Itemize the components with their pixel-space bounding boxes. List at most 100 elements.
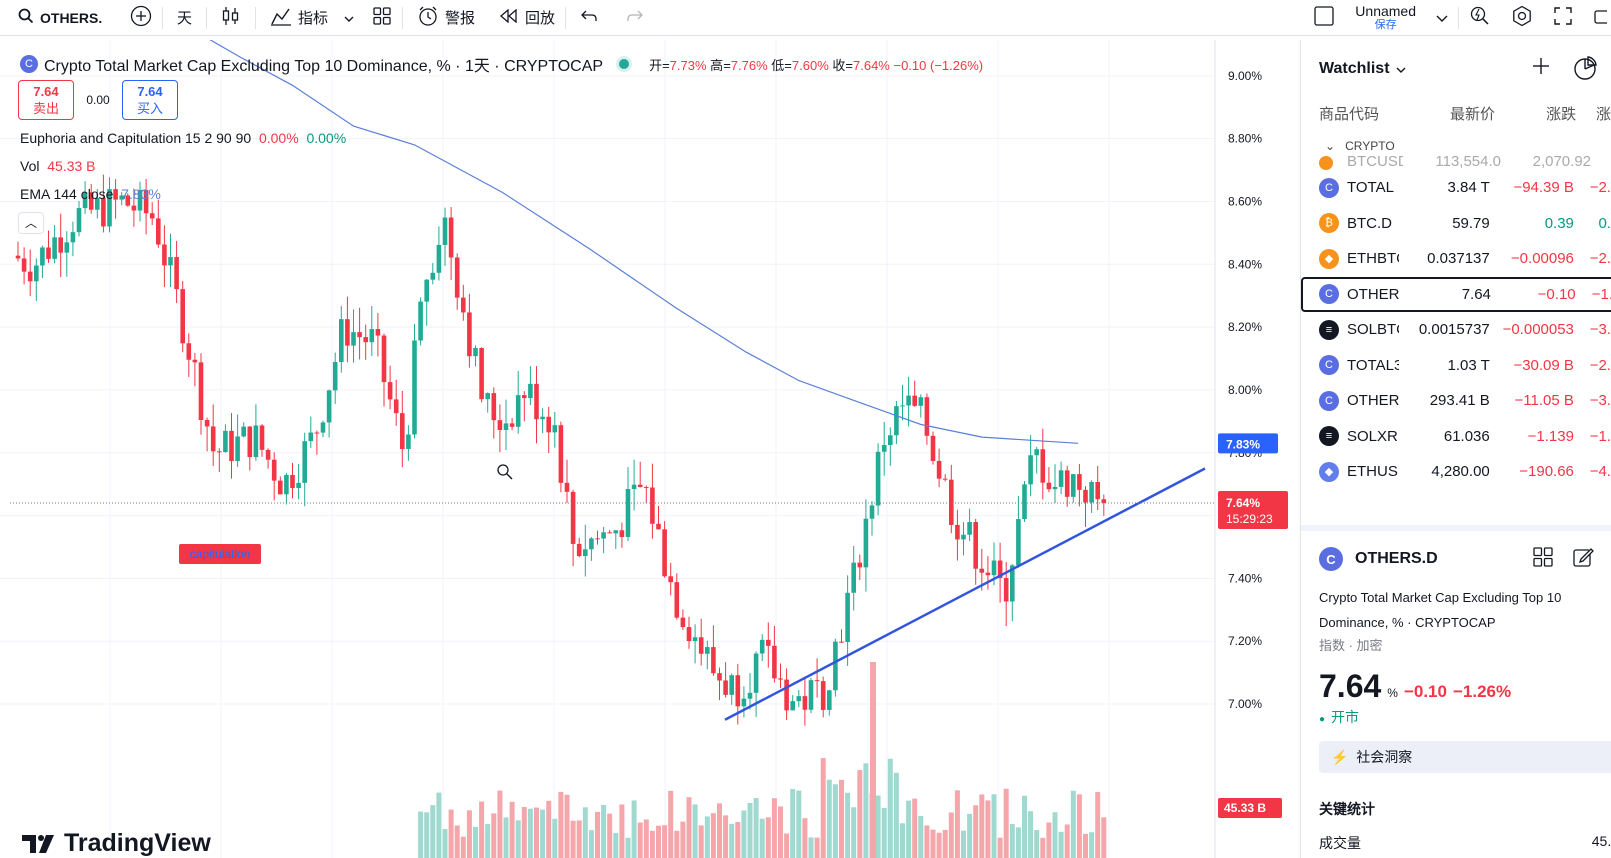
candle-body [1022, 484, 1027, 520]
candle-body [339, 319, 344, 363]
candle-body [70, 232, 76, 243]
collapse-legend-button[interactable]: ︿ [18, 212, 44, 234]
row-symbol: BTCUSD [1347, 156, 1403, 170]
volume-bar [704, 816, 710, 858]
details-type: 指数 · 加密 [1319, 638, 1383, 653]
candle-body [692, 637, 698, 642]
layout-select-checkbox[interactable] [1303, 0, 1345, 36]
quick-search-button[interactable] [1459, 0, 1501, 36]
candle-body [644, 487, 649, 489]
candle-body [491, 393, 497, 421]
redo-button[interactable] [612, 0, 658, 36]
low-label: 低 [771, 57, 785, 73]
replay-button[interactable]: 回放 [489, 0, 565, 36]
volume-bar [546, 800, 552, 858]
volume-bar [686, 797, 692, 858]
y-axis-tick-label: 7.40% [1228, 571, 1262, 585]
alert-button[interactable]: 警报 [403, 0, 489, 36]
candle-body [1052, 486, 1058, 490]
chevron-down-icon[interactable] [1396, 60, 1406, 78]
buy-label: 买入 [136, 101, 163, 116]
sell-button[interactable]: 7.64 卖出 [18, 80, 74, 120]
column-change[interactable]: 涨跌 [1546, 105, 1577, 123]
watchlist-row-partial[interactable]: BTCUSD 113,554.0 2,070.92 [1301, 156, 1611, 170]
candle-body [851, 562, 856, 593]
pie-chart-icon[interactable] [1573, 56, 1597, 85]
layout-dropdown[interactable] [1426, 0, 1458, 36]
column-change-pct[interactable]: 涨 [1596, 105, 1611, 123]
grid-icon[interactable] [1532, 546, 1554, 573]
volume-bar [784, 833, 790, 858]
indicator-euphoria[interactable]: Euphoria and Capitulation 15 2 90 90 0.0… [20, 130, 346, 146]
undo-button[interactable] [566, 0, 612, 36]
row-change-pct: −1. [1589, 427, 1611, 445]
candle-body [64, 242, 70, 253]
capitulation-marker [179, 544, 261, 564]
indicator-volume[interactable]: Vol 45.33 B [20, 158, 96, 174]
row-change: 0.39 [1544, 214, 1574, 232]
compare-button[interactable] [120, 0, 162, 36]
indicator-value: 7.83% [121, 186, 161, 202]
watchlist-row[interactable]: C TOTAL 3.84 T −94.39 B −2. [1301, 170, 1611, 206]
watchlist-row[interactable]: C TOTAL3 1.03 T −30.09 B −2. [1301, 348, 1611, 384]
add-symbol-icon[interactable] [1531, 56, 1551, 85]
column-symbol[interactable]: 商品代码 [1319, 105, 1380, 123]
indicators-button[interactable]: 指标 [256, 0, 336, 36]
layout-name-button[interactable]: Unnamed 保存 [1345, 4, 1426, 32]
candle-body [259, 425, 265, 450]
column-last[interactable]: 最新价 [1449, 105, 1495, 123]
volume-bar [473, 826, 478, 858]
row-symbol: OTHERS.D [1347, 285, 1400, 303]
symbol-search-button[interactable]: OTHERS. [0, 0, 120, 36]
social-insights-button[interactable]: ⚡ 社会洞察 [1319, 741, 1611, 773]
indicator-ema[interactable]: EMA 144 close 7.83% [20, 186, 161, 202]
volume-bar [552, 818, 558, 858]
fullscreen-icon [1553, 6, 1573, 30]
watchlist-group-header[interactable]: ⌄ CRYPTO [1301, 128, 1611, 156]
watchlist-row[interactable]: ≡ SOLBTC 0.0015737 −0.000053 −3. [1301, 312, 1611, 348]
volume-bar [857, 770, 863, 858]
watchlist-row[interactable]: ◆ ETHBTC 0.037137 −0.00096 −2. [1301, 241, 1611, 277]
watchlist-row[interactable]: C OTHERS.D 7.64 −0.10 −1. [1301, 276, 1611, 312]
symbol-name: OTHERS. [40, 9, 103, 26]
fullscreen-button[interactable] [1543, 0, 1583, 36]
indicators-dropdown[interactable] [336, 0, 362, 36]
volume-bar [1064, 824, 1070, 858]
y-axis-tick-label: 8.40% [1228, 257, 1262, 271]
watchlist-row[interactable]: ◆ ETHUSD 4,280.00 −190.66 −4. [1301, 454, 1611, 490]
candle-body [1089, 481, 1094, 503]
edit-icon[interactable] [1572, 546, 1594, 573]
price-chart[interactable]: 9.00%8.80%8.60%8.40%8.20%8.00%7.80%7.60%… [0, 40, 1292, 858]
volume-tag [1218, 798, 1282, 818]
watchlist-row[interactable]: ₿ BTC.D 59.79 0.39 0. [1301, 206, 1611, 242]
buy-button[interactable]: 7.64 买入 [122, 80, 178, 120]
redo-icon [626, 9, 644, 27]
watchlist-row[interactable]: C OTHERS 293.41 B −11.05 B −3. [1301, 383, 1611, 419]
candle-body [973, 522, 978, 569]
watchlist-title[interactable]: Watchlist [1319, 60, 1390, 77]
settings-button[interactable] [1501, 0, 1543, 36]
volume-bar [1095, 791, 1101, 858]
candle-body [680, 617, 686, 628]
watchlist-row[interactable]: ≡ SOLXRP 61.036 −1.139 −1. [1301, 419, 1611, 455]
chart-type-button[interactable] [207, 0, 255, 36]
templates-button[interactable] [362, 0, 402, 36]
volume-bar [832, 784, 838, 858]
details-symbol[interactable]: OTHERS.D [1355, 550, 1438, 567]
chart-pane[interactable]: 9.00%8.80%8.60%8.40%8.20%8.00%7.80%7.60%… [0, 40, 1292, 858]
interval-button[interactable]: 天 [163, 0, 206, 36]
camera-button[interactable] [1583, 0, 1611, 36]
candle-body [619, 530, 625, 537]
candle-body [265, 449, 271, 460]
ema-price-tag-label: 7.83% [1226, 437, 1260, 451]
volume-bar [790, 789, 796, 858]
volume-tag-label: 45.33 B [1224, 801, 1266, 815]
volume-bar [442, 829, 448, 858]
symbol-logo-icon: ≡ [1319, 426, 1339, 447]
volume-bar [1083, 833, 1088, 858]
volume-bar [613, 833, 619, 858]
volume-bar [1076, 794, 1082, 858]
candle-body [406, 434, 411, 449]
buy-sell-panel: 7.64 卖出 0.00 7.64 买入 [18, 80, 178, 120]
candle-body [393, 399, 399, 414]
